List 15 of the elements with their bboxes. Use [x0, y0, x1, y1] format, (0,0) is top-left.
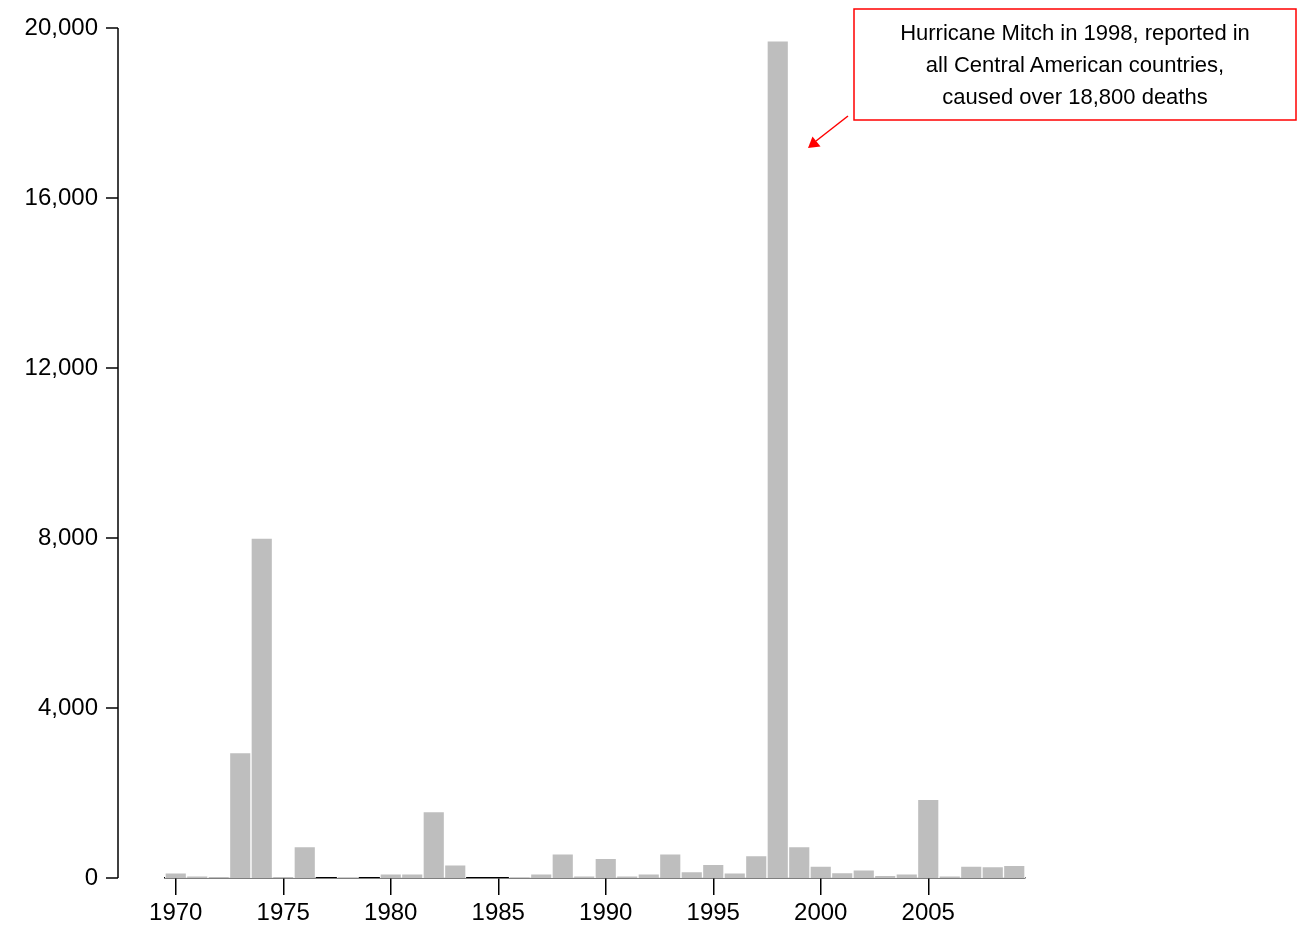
x-tick-label: 1980: [364, 898, 418, 926]
x-tick-label: 1995: [686, 898, 740, 926]
x-tick-label: 2000: [794, 898, 848, 926]
annotation: Hurricane Mitch in 1998, reported in all Central American countries, caused over 18,800 deaths: [899, 19, 1251, 111]
x-tick-label: 1970: [149, 898, 203, 926]
y-tick-label: 16,000: [24, 182, 98, 210]
x-tick-label: 2005: [901, 898, 955, 926]
x-tick-label: 1985: [471, 898, 525, 926]
y-tick-label: 8,000: [37, 522, 98, 550]
y-tick-label: 0: [84, 862, 98, 890]
y-tick-label: 12,000: [24, 352, 98, 380]
x-tick-label: 1975: [256, 898, 310, 926]
y-tick-label: 20,000: [24, 12, 98, 40]
x-tick-label: 1990: [579, 898, 633, 926]
y-tick-label: 4,000: [37, 692, 98, 720]
